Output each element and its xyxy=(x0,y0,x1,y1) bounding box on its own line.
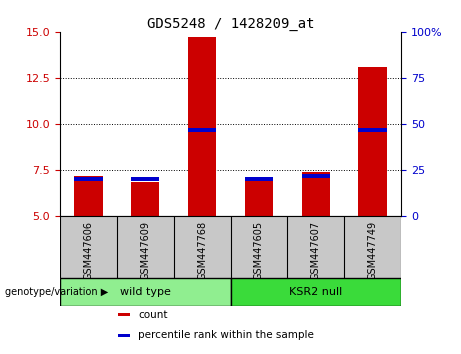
Text: genotype/variation ▶: genotype/variation ▶ xyxy=(5,287,108,297)
Text: count: count xyxy=(138,310,168,320)
Bar xyxy=(245,177,273,182)
Bar xyxy=(118,313,130,316)
Bar xyxy=(60,278,230,307)
Bar xyxy=(118,334,130,337)
Bar xyxy=(188,127,216,132)
Bar xyxy=(245,178,273,216)
Text: wild type: wild type xyxy=(120,287,171,297)
Bar xyxy=(74,176,102,216)
Text: GSM447768: GSM447768 xyxy=(197,221,207,280)
Text: GSM447606: GSM447606 xyxy=(83,221,94,280)
Text: GSM447607: GSM447607 xyxy=(311,221,321,280)
Bar xyxy=(301,172,330,216)
Bar xyxy=(131,177,160,182)
Bar xyxy=(230,278,401,307)
Text: percentile rank within the sample: percentile rank within the sample xyxy=(138,330,314,340)
Bar xyxy=(358,67,387,216)
Text: GSM447605: GSM447605 xyxy=(254,221,264,280)
Bar xyxy=(358,127,387,132)
Bar xyxy=(188,38,216,216)
Text: KSR2 null: KSR2 null xyxy=(289,287,343,297)
Title: GDS5248 / 1428209_at: GDS5248 / 1428209_at xyxy=(147,17,314,31)
Bar xyxy=(74,177,102,182)
Text: GSM447749: GSM447749 xyxy=(367,221,378,280)
Bar xyxy=(131,182,160,216)
Bar xyxy=(301,174,330,178)
Text: GSM447609: GSM447609 xyxy=(140,221,150,280)
